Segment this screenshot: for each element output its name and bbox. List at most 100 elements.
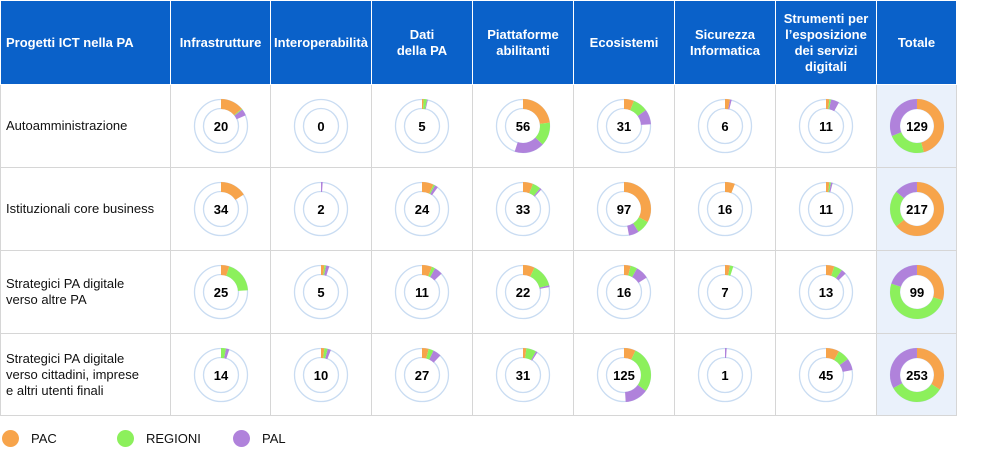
donut-segment-regioni [891, 132, 924, 153]
donut-cell: 11 [371, 250, 473, 334]
donut-segment-pac [826, 265, 835, 276]
donut-segment-regioni [633, 217, 648, 232]
donut-segment-pac [321, 347, 325, 358]
donut-segment-regioni [323, 265, 327, 276]
donut-chart: 5 [394, 98, 450, 154]
donut-segment-regioni [728, 265, 734, 276]
donut-cell: 13 [775, 250, 877, 334]
donut-segment-pal [829, 99, 840, 112]
column-header: Dati della PA [371, 0, 473, 85]
donut-segment-pac [523, 99, 550, 124]
donut-ring [293, 98, 349, 154]
donut-chart: 0 [293, 98, 349, 154]
donut-cell: 2 [270, 167, 372, 251]
legend-swatch [117, 430, 134, 447]
donut-segment-pac [523, 182, 533, 194]
donut-segment-pac [624, 265, 631, 276]
donut-segment-pal [531, 350, 538, 361]
legend-swatch [233, 430, 250, 447]
donut-cell: 10 [270, 333, 372, 416]
donut-segment-pac [916, 265, 944, 301]
donut-cell: 0 [270, 84, 372, 168]
donut-cell: 56 [472, 84, 574, 168]
donut-value-label: 27 [415, 368, 429, 383]
donut-chart: 14 [193, 347, 248, 402]
donut-segment-pal [632, 268, 647, 283]
donut-cell: 33 [472, 167, 574, 251]
donut-chart: 11 [394, 264, 450, 320]
donut-chart: 13 [798, 264, 854, 320]
table-row: Strategici PA digitale verso cittadini, … [0, 333, 957, 416]
donut-segment-pal [637, 110, 651, 125]
legend-label: REGIONI [146, 431, 201, 446]
donut-segment-regioni [233, 108, 242, 116]
donut-segment-pal [514, 137, 543, 153]
projects-donut-table: Progetti ICT nella PA Infrastrutture Inter… [0, 0, 957, 416]
column-header: Piattaforme abilitanti [472, 0, 574, 85]
donut-chart: 1 [697, 347, 753, 402]
donut-segment-pac [422, 182, 434, 194]
donut-value-label: 14 [213, 368, 228, 383]
donut-segment-regioni [535, 122, 550, 145]
donut-segment-regioni [530, 267, 550, 288]
donut-chart: 34 [193, 181, 248, 237]
column-header: Sicurezza Informatica [674, 0, 776, 85]
donut-segment-pac [895, 182, 944, 236]
legend-label: PAL [262, 431, 286, 446]
donut-segment-pal [321, 182, 323, 193]
donut-segment-regioni [828, 99, 832, 110]
donut-cell: 45 [775, 333, 877, 416]
donut-segment-pac [826, 182, 830, 193]
donut-segment-regioni [889, 191, 904, 227]
total-cell: 253 [876, 333, 957, 416]
donut-segment-regioni [426, 348, 434, 360]
donut-value-label: 0 [317, 119, 324, 134]
donut-segment-pac [220, 182, 244, 200]
donut-chart: 45 [798, 347, 854, 402]
donut-cell: 1 [674, 333, 776, 416]
donut-chart: 16 [697, 181, 753, 237]
total-cell: 217 [876, 167, 957, 251]
donut-value-label: 31 [617, 119, 631, 134]
donut-segment-pal [430, 185, 438, 196]
donut-segment-regioni [529, 183, 541, 196]
donut-value-label: 16 [617, 285, 631, 300]
donut-segment-regioni [429, 184, 436, 195]
donut-segment-regioni [225, 266, 248, 291]
column-header: Interoperabilità [270, 0, 372, 85]
donut-segment-pal [233, 109, 246, 120]
donut-segment-pal [625, 384, 646, 402]
donut-value-label: 34 [213, 202, 228, 217]
donut-value-label: 1 [721, 368, 728, 383]
donut-cell: 31 [472, 333, 574, 416]
donut-chart: 2 [293, 181, 349, 237]
donut-chart: 33 [495, 181, 551, 237]
donut-segment-regioni [828, 182, 832, 193]
donut-segment-pac [422, 265, 432, 277]
donut-segment-pal [223, 347, 229, 359]
donut-value-label: 22 [516, 285, 530, 300]
donut-segment-pac [916, 347, 944, 389]
donut-chart: 20 [193, 98, 248, 154]
donut-segment-pac [725, 99, 731, 110]
donut-value-label: 24 [415, 202, 430, 217]
donut-chart: 125 [596, 347, 652, 402]
donut-cell: 14 [170, 333, 271, 416]
donut-segment-pac [725, 265, 731, 276]
donut-segment-pal [839, 358, 853, 372]
legend-item: REGIONI [117, 430, 201, 447]
donut-segment-pac [624, 99, 634, 111]
donut-segment-pal [627, 223, 639, 236]
donut-cell: 16 [573, 250, 675, 334]
donut-value-label: 56 [516, 119, 530, 134]
legend-swatch [2, 430, 19, 447]
donut-cell: 5 [270, 250, 372, 334]
donut-segment-regioni [423, 99, 428, 110]
donut-segment-pac [725, 182, 735, 194]
legend-item: PAL [233, 430, 286, 447]
total-donut: 217 [889, 181, 944, 237]
donut-value-label: 5 [418, 119, 425, 134]
donut-cell: 7 [674, 250, 776, 334]
donut-value-label: 125 [613, 368, 635, 383]
donut-chart: 31 [495, 347, 551, 402]
